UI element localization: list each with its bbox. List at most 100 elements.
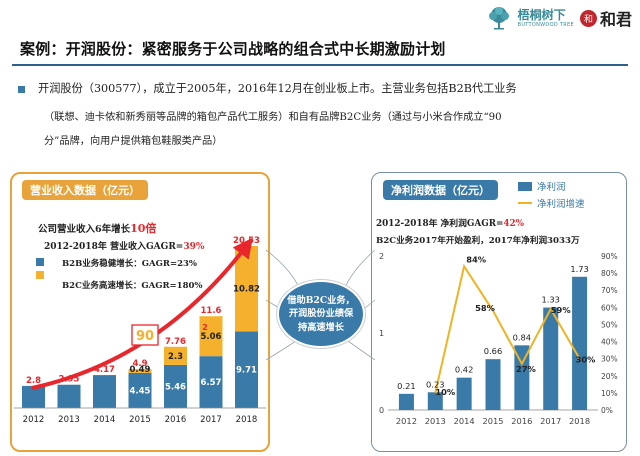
brand1-en: BUTTONWOOD TREE bbox=[517, 21, 574, 28]
profit-right-tick-30: 30% bbox=[601, 355, 618, 364]
profit-bar-label-2013: 0.23 bbox=[426, 379, 444, 389]
revenue-tick-2012: 2012 bbox=[23, 415, 45, 425]
revenue-tick-2013: 2013 bbox=[58, 415, 80, 425]
profit-tick-2018: 2018 bbox=[569, 416, 590, 426]
revenue-bar-b2b-2015 bbox=[128, 372, 152, 408]
profit-right-tick-70: 70% bbox=[601, 286, 618, 295]
legend-profit-text: 净利润 bbox=[537, 181, 566, 193]
profit-right-tick-0: 0% bbox=[601, 406, 613, 415]
badge-90-box bbox=[131, 324, 159, 346]
revenue-tick-2017: 2017 bbox=[200, 415, 222, 425]
profit-bar-label-2018: 1.73 bbox=[570, 264, 588, 274]
revenue-tick-2016: 2016 bbox=[165, 415, 187, 425]
profit-right-tick-60: 60% bbox=[601, 303, 618, 312]
profit-right-tick-90: 90% bbox=[601, 252, 618, 261]
profit-left-tick-0: 0 bbox=[379, 406, 384, 415]
revenue-bar-b2c-2018 bbox=[235, 246, 258, 332]
profit-bar-2017 bbox=[543, 307, 559, 410]
connector-line-4 bbox=[343, 249, 376, 291]
profit-right-tick-20: 20% bbox=[601, 372, 618, 381]
revenue-bar-b2b-2012 bbox=[22, 385, 45, 408]
profit-right-tick-40: 40% bbox=[601, 338, 618, 347]
revenue-bar-b2b-2013 bbox=[57, 384, 81, 408]
legend-b2b-swatch bbox=[36, 258, 44, 266]
bubble-line-2: 开润股份业绩保 bbox=[288, 308, 354, 320]
b2c-growth-bubble: 借助B2C业务， 开润股份业绩保 持高速增长 bbox=[279, 282, 363, 346]
revenue-b2b-label-2017: 6.57 bbox=[201, 378, 222, 388]
growth-prefix: 公司营业收入6年增长 bbox=[38, 223, 131, 235]
revenue-total-label-2012: 2.8 bbox=[26, 376, 41, 386]
profit-growth-label-2013: 10% bbox=[435, 387, 456, 397]
intro-line-1: 开润股份（300577），成立于2005年，2016年12月在创业板上市。主营业… bbox=[38, 82, 517, 95]
b2c-profit-note: B2C业务2017年开始盈利，2017年净利润3033万 bbox=[376, 234, 580, 246]
revenue-tick-2014: 2014 bbox=[94, 415, 116, 425]
profit-bar-label-2014: 0.42 bbox=[455, 365, 473, 375]
revenue-bar-b2b-2017 bbox=[199, 356, 223, 408]
profit-left-tick-2: 2 bbox=[379, 252, 384, 261]
revenue-tick-2015: 2015 bbox=[129, 415, 151, 425]
legend-b2c-text: B2C业务高速增长：GAGR=180% bbox=[62, 280, 202, 291]
title-divider bbox=[12, 64, 628, 66]
connector-line-5 bbox=[361, 299, 376, 311]
revenue-panel bbox=[10, 172, 270, 452]
revenue-total-label-2016: 7.76 bbox=[165, 337, 186, 347]
brand2-text: 和君 bbox=[599, 10, 632, 29]
header-logos: 梧桐树下 BUTTONWOOD TREE 和 和君 bbox=[486, 4, 632, 32]
connector-line-1 bbox=[265, 249, 301, 291]
revenue-b2b-label-2016: 5.46 bbox=[165, 382, 186, 392]
growth-text: 公司营业收入6年增长10倍 bbox=[38, 221, 156, 235]
profit-tick-2012: 2012 bbox=[396, 416, 417, 426]
tree-logo-icon bbox=[488, 7, 509, 30]
profit-right-tick-80: 80% bbox=[601, 269, 618, 278]
bubble-line-3: 持高速增长 bbox=[298, 321, 344, 333]
profit-bar-label-2015: 0.66 bbox=[484, 346, 502, 356]
revenue-bar-b2b-2018 bbox=[235, 331, 258, 408]
revenue-total-label-2017: 11.6 bbox=[201, 306, 222, 316]
brand-hejun: 和 和君 bbox=[579, 6, 632, 30]
profit-right-tick-10: 10% bbox=[601, 389, 618, 398]
profit-cagr-value: 42% bbox=[503, 219, 524, 229]
bubble-line-1: 借助B2C业务， bbox=[287, 294, 355, 306]
revenue-bar-b2c-2016 bbox=[164, 346, 187, 365]
revenue-b2c-label-2015: 0.49 bbox=[130, 365, 151, 375]
revenue-b2c-label-2016: 2.3 bbox=[168, 352, 183, 362]
hejun-seal-icon: 和 bbox=[579, 9, 597, 27]
profit-growth-label-2017: 59% bbox=[551, 305, 572, 315]
profit-growth-line bbox=[434, 263, 581, 394]
profit-bar-2015 bbox=[485, 359, 501, 410]
connector-line-6 bbox=[343, 337, 376, 361]
page-title: 案例：开润股份：紧密服务于公司战略的组合式中长期激励计划 bbox=[20, 40, 446, 58]
profit-bar-label-2017: 1.33 bbox=[541, 295, 559, 305]
profit-bar-2014 bbox=[456, 377, 472, 410]
revenue-chart-title: 营业收入数据（亿元） bbox=[22, 180, 148, 200]
intro-line-3: 分”品牌，向用户提供箱包鞋服类产品） bbox=[44, 136, 223, 147]
revenue-b2c-label-2018: 10.82 bbox=[233, 285, 260, 295]
tiny-red-label: 2 bbox=[202, 323, 208, 332]
profit-right-tick-50: 50% bbox=[601, 320, 618, 329]
legend-b2c-swatch bbox=[36, 271, 44, 279]
profit-growth-label-2014: 84% bbox=[466, 254, 487, 264]
profit-bar-2018 bbox=[572, 276, 588, 410]
profit-cagr-text: 2012-2018年 净利润GAGR=42% bbox=[376, 217, 525, 229]
bullet-square-icon bbox=[18, 86, 25, 93]
connector-line-3 bbox=[265, 337, 301, 361]
profit-bar-2016 bbox=[514, 345, 530, 410]
profit-cagr-prefix: 2012-2018年 净利润GAGR= bbox=[376, 217, 503, 229]
profit-left-tick-1: 1 bbox=[379, 329, 384, 338]
profit-tick-2017: 2017 bbox=[540, 416, 561, 426]
profit-tick-2015: 2015 bbox=[482, 416, 503, 426]
revenue-b2c-label-2017: 5.06 bbox=[201, 332, 222, 342]
growth-multiple: 10倍 bbox=[130, 221, 156, 235]
intro-line-2: （联想、迪卡侬和新秀丽等品牌的箱包产品代工服务）和自有品牌B2C业务（通过与小米… bbox=[44, 112, 502, 123]
profit-growth-label-2015: 58% bbox=[475, 303, 496, 313]
legend-b2b-text: B2B业务稳健增长：GAGR=23% bbox=[62, 258, 197, 269]
brand1-cn: 梧桐树下 bbox=[517, 7, 566, 22]
legend-growth-text: 净利润增速 bbox=[537, 198, 585, 210]
profit-chart-title: 净利润数据（亿元） bbox=[383, 180, 498, 200]
revenue-b2b-label-2015: 4.45 bbox=[130, 386, 151, 396]
revenue-bar-b2c-2017 bbox=[199, 316, 223, 357]
revenue-cagr-prefix: 2012-2018年 营业收入GAGR= bbox=[44, 240, 183, 252]
